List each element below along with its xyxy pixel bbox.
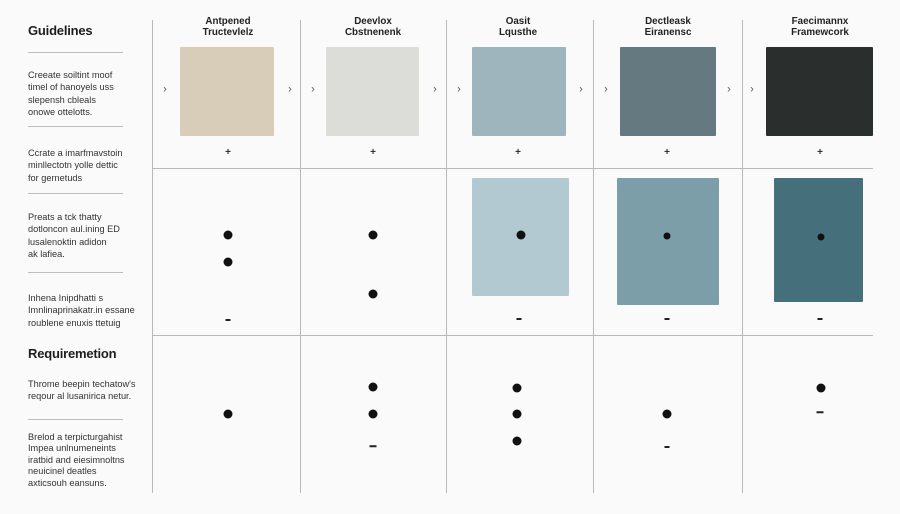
dot-marker bbox=[662, 409, 672, 419]
color-swatch-4[interactable] bbox=[620, 47, 716, 136]
plus-icon[interactable]: + bbox=[664, 147, 670, 158]
plus-icon[interactable]: + bbox=[370, 147, 376, 158]
dash-marker bbox=[664, 318, 670, 320]
dot-marker bbox=[516, 230, 526, 240]
grid-line-horizontal bbox=[152, 168, 873, 169]
divider bbox=[28, 272, 123, 273]
chevron-right-icon[interactable]: › bbox=[311, 83, 315, 96]
requirements-heading: Requiremetion bbox=[28, 346, 117, 361]
dot-marker bbox=[223, 409, 233, 419]
requirement-text-2: Brelod a terpicturgahist Impea unlnumene… bbox=[28, 432, 125, 488]
chevron-right-icon[interactable]: › bbox=[163, 83, 167, 96]
dash-marker bbox=[817, 318, 823, 320]
chevron-right-icon[interactable]: › bbox=[750, 83, 754, 96]
guidelines-heading: Guidelines bbox=[28, 23, 93, 38]
dot-marker bbox=[816, 383, 826, 393]
dash-marker bbox=[664, 446, 670, 448]
dot-marker bbox=[368, 409, 378, 419]
grid-line-horizontal bbox=[152, 335, 873, 336]
chevron-right-icon[interactable]: › bbox=[457, 83, 461, 96]
requirement-text-1: Throme beepin techatow's reqour al lusan… bbox=[28, 379, 136, 402]
color-swatch-1[interactable] bbox=[180, 47, 274, 136]
column-header-5: Faecimannx Framewcork bbox=[791, 16, 849, 38]
column-header-1: Antpened Tructevlelz bbox=[202, 16, 254, 38]
chevron-right-icon[interactable]: › bbox=[727, 83, 731, 96]
divider bbox=[28, 419, 123, 420]
dot-marker bbox=[512, 409, 522, 419]
divider bbox=[28, 126, 123, 127]
grid-line-vertical bbox=[446, 20, 447, 493]
column-header-3: Oasit Lqusthe bbox=[498, 16, 538, 38]
dot-marker bbox=[368, 230, 378, 240]
grid-line-vertical bbox=[152, 20, 153, 493]
column-header-2: Deevlox Cbstnenenk bbox=[344, 16, 402, 38]
grid-line-vertical bbox=[300, 20, 301, 493]
dash-marker bbox=[369, 445, 377, 447]
guideline-text-1: Creeate soiltint moof timel of hanoyels … bbox=[28, 70, 114, 118]
guideline-text-2: Ccrate a imarfmavstoin minllectotn yolle… bbox=[28, 148, 123, 183]
dash-marker bbox=[516, 318, 522, 320]
dot-marker bbox=[817, 233, 825, 241]
dot-marker bbox=[512, 383, 522, 393]
color-swatch-2[interactable] bbox=[326, 47, 419, 136]
divider bbox=[28, 52, 123, 53]
guideline-text-3: Preats a tck thatty dotloncon aul.ining … bbox=[28, 212, 120, 260]
color-swatch-row2-4[interactable] bbox=[617, 178, 719, 305]
grid-line-vertical bbox=[742, 20, 743, 493]
dot-marker bbox=[368, 289, 378, 299]
color-swatch-5[interactable] bbox=[766, 47, 873, 136]
chevron-right-icon[interactable]: › bbox=[433, 83, 437, 96]
dot-marker bbox=[223, 230, 233, 240]
dot-marker bbox=[663, 232, 671, 240]
chevron-right-icon[interactable]: › bbox=[579, 83, 583, 96]
dot-marker bbox=[512, 436, 522, 446]
chevron-right-icon[interactable]: › bbox=[604, 83, 608, 96]
grid-line-vertical bbox=[593, 20, 594, 493]
dot-marker bbox=[223, 257, 233, 267]
chevron-right-icon[interactable]: › bbox=[288, 83, 292, 96]
column-header-4: Dectleask Eiranensc bbox=[644, 16, 692, 38]
dot-marker bbox=[368, 382, 378, 392]
guideline-text-4: Inhena Inipdhatti s Imnlinaprinakatr.in … bbox=[28, 293, 135, 328]
plus-icon[interactable]: + bbox=[225, 147, 231, 158]
dash-marker bbox=[225, 319, 231, 321]
dash-marker bbox=[816, 411, 824, 413]
divider bbox=[28, 193, 123, 194]
color-swatch-3[interactable] bbox=[472, 47, 566, 136]
plus-icon[interactable]: + bbox=[515, 147, 521, 158]
plus-icon[interactable]: + bbox=[817, 147, 823, 158]
